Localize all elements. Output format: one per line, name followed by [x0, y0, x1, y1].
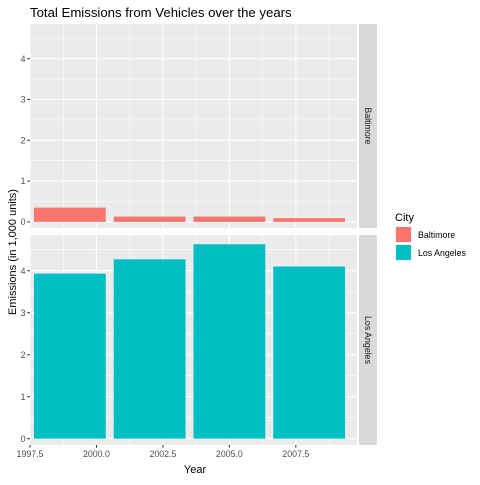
- bar-los-angeles-2002: [113, 259, 186, 439]
- bar-los-angeles-1999: [33, 273, 106, 439]
- y-tick-label: 2: [21, 135, 26, 145]
- x-tick-label: 2005.0: [216, 449, 243, 459]
- y-tick-label: 1: [21, 392, 26, 402]
- panel-background: [30, 24, 357, 228]
- y-tick-label: 3: [21, 95, 26, 105]
- bar-baltimore-2008: [273, 218, 346, 222]
- y-axis-title: Emissions (in 1,000 units): [7, 189, 19, 315]
- legend-swatch-los-angeles: [396, 245, 411, 260]
- y-tick-label: 4: [21, 266, 26, 276]
- x-tick-label: 2002.5: [149, 449, 176, 459]
- legend-label-baltimore: Baltimore: [418, 230, 455, 240]
- legend: City Baltimore Los Angeles: [395, 212, 467, 261]
- bar-baltimore-2002: [113, 216, 186, 222]
- legend-swatch-baltimore: [396, 227, 411, 242]
- y-tick-label: 0: [21, 434, 26, 444]
- facet-panel-baltimore: 0 1 2 3 4 Baltimore: [21, 24, 377, 228]
- x-tick-label: 2000.0: [83, 449, 110, 459]
- chart-title: Total Emissions from Vehicles over the y…: [30, 5, 292, 20]
- y-tick-label: 1: [21, 176, 26, 186]
- bar-los-angeles-2008: [273, 266, 346, 439]
- x-axis-title: Year: [184, 464, 207, 476]
- facet-panel-los-angeles: 0 1 2 3 4 Los Angeles: [21, 235, 377, 445]
- y-tick-label: 0: [21, 217, 26, 227]
- bar-los-angeles-2005: [193, 244, 266, 439]
- x-axis: 1997.5 2000.0 2002.5 2005.0 2007.5: [17, 445, 309, 459]
- y-tick-label: 3: [21, 308, 26, 318]
- y-tick-label: 2: [21, 350, 26, 360]
- x-tick-label: 2007.5: [282, 449, 309, 459]
- bar-baltimore-1999: [33, 207, 106, 222]
- facet-strip: [359, 235, 377, 445]
- facet-panels: 0 1 2 3 4 Baltimore 0 1 2 3 4 Los Angeles: [21, 24, 377, 445]
- y-tick-label: 4: [21, 54, 26, 64]
- facet-strip: [359, 24, 377, 228]
- facet-strip-label: Los Angeles: [363, 316, 373, 365]
- facet-strip-label: Baltimore: [363, 107, 373, 144]
- legend-label-los-angeles: Los Angeles: [418, 248, 467, 258]
- legend-title: City: [395, 212, 414, 224]
- x-tick-label: 1997.5: [17, 449, 44, 459]
- bar-baltimore-2005: [193, 216, 266, 222]
